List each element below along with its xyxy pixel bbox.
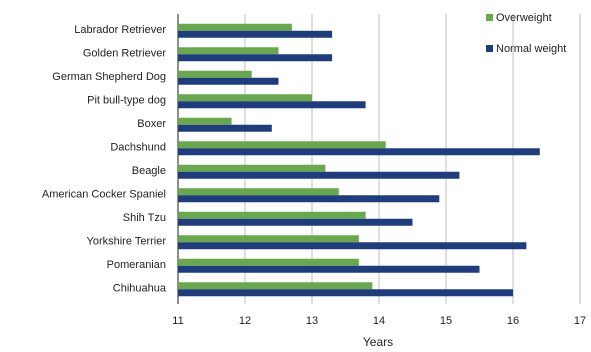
bar-german-shepherd-dog-overweight xyxy=(178,71,252,78)
bar-pit-bull-type-dog-overweight xyxy=(178,94,312,101)
category-label-pomeranian: Pomeranian xyxy=(107,259,166,271)
x-tick-label-12: 12 xyxy=(239,315,251,327)
x-tick-labels: 11 12 13 14 15 16 17 xyxy=(172,315,586,327)
category-label-pit-bull-type-dog: Pit bull-type dog xyxy=(87,94,166,106)
x-axis-title: Years xyxy=(363,335,393,349)
bar-golden-retriever-normal-weight xyxy=(178,54,332,61)
x-tick-label-16: 16 xyxy=(507,315,519,327)
category-label-german-shepherd-dog: German Shepherd Dog xyxy=(52,71,166,83)
bar-yorkshire-terrier-overweight xyxy=(178,235,359,242)
category-label-chihuahua: Chihuahua xyxy=(113,282,167,294)
x-tick-label-13: 13 xyxy=(306,315,318,327)
x-tick-label-17: 17 xyxy=(574,315,586,327)
bar-labrador-retriever-normal-weight xyxy=(178,31,332,38)
category-label-dachshund: Dachshund xyxy=(110,141,166,153)
category-label-american-cocker-spaniel: American Cocker Spaniel xyxy=(42,188,166,200)
bar-yorkshire-terrier-normal-weight xyxy=(178,242,526,249)
category-label-golden-retriever: Golden Retriever xyxy=(83,47,166,59)
bar-shih-tzu-overweight xyxy=(178,212,366,219)
category-label-boxer: Boxer xyxy=(137,118,166,130)
bar-beagle-normal-weight xyxy=(178,172,459,179)
legend-label-normal-weight: Normal weight xyxy=(496,43,566,55)
bar-dachshund-overweight xyxy=(178,141,386,148)
legend: Overweight Normal weight xyxy=(486,12,566,55)
category-label-labrador-retriever: Labrador Retriever xyxy=(74,24,166,36)
category-label-shih-tzu: Shih Tzu xyxy=(123,212,166,224)
bar-boxer-normal-weight xyxy=(178,125,272,132)
x-tick-label-14: 14 xyxy=(373,315,385,327)
bar-german-shepherd-dog-normal-weight xyxy=(178,78,279,85)
bar-pit-bull-type-dog-normal-weight xyxy=(178,101,366,108)
x-tick-label-11: 11 xyxy=(172,315,183,327)
bar-chihuahua-normal-weight xyxy=(178,289,513,296)
bar-pomeranian-normal-weight xyxy=(178,266,480,273)
bar-dachshund-normal-weight xyxy=(178,148,540,155)
category-labels: Labrador Retriever Golden Retriever German… xyxy=(42,24,167,295)
bar-boxer-overweight xyxy=(178,118,232,125)
legend-swatch-normal-weight xyxy=(486,45,493,52)
bar-chihuahua-overweight xyxy=(178,282,372,289)
bar-beagle-overweight xyxy=(178,165,325,172)
bar-golden-retriever-overweight xyxy=(178,47,279,54)
legend-swatch-overweight xyxy=(486,14,493,21)
bar-american-cocker-spaniel-overweight xyxy=(178,188,339,195)
bar-pomeranian-overweight xyxy=(178,259,359,266)
bar-american-cocker-spaniel-normal-weight xyxy=(178,195,439,202)
bar-labrador-retriever-overweight xyxy=(178,24,292,31)
legend-label-overweight: Overweight xyxy=(496,12,552,24)
bar-shih-tzu-normal-weight xyxy=(178,219,413,226)
category-label-beagle: Beagle xyxy=(132,165,166,177)
x-tick-label-15: 15 xyxy=(440,315,452,327)
bars xyxy=(178,24,540,297)
category-label-yorkshire-terrier: Yorkshire Terrier xyxy=(87,235,167,247)
